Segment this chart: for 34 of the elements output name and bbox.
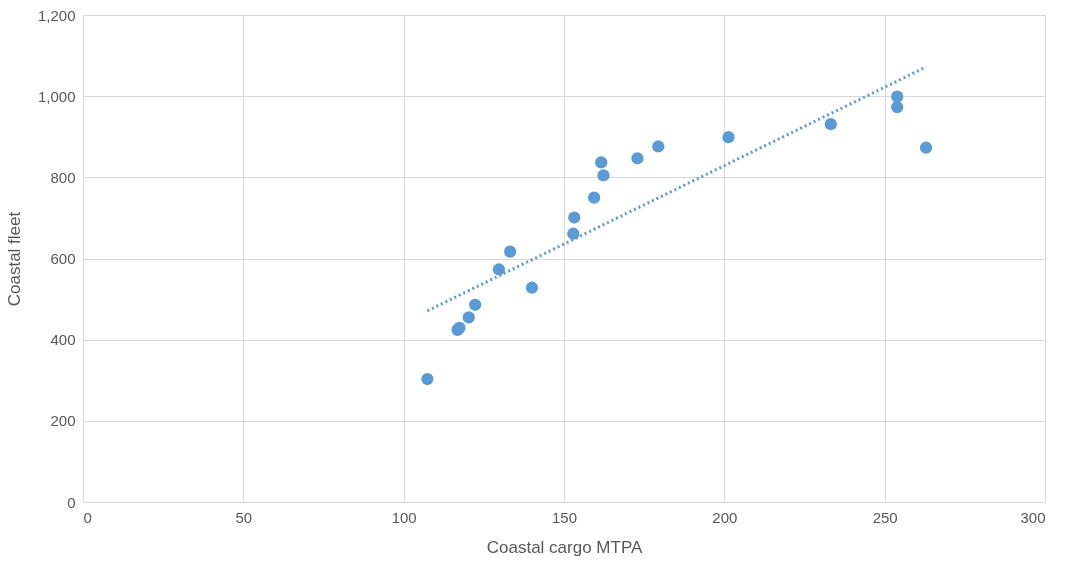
x-tick-label: 300: [1020, 508, 1046, 526]
y-tick-label: 1,200: [37, 6, 76, 24]
point: [722, 131, 735, 144]
point: [567, 227, 580, 240]
y-tick-label: 400: [50, 331, 76, 349]
x-tick-label: 100: [391, 508, 417, 526]
x-tick-label: 50: [235, 508, 253, 526]
point: [597, 169, 610, 182]
point: [568, 211, 581, 224]
x-tick-label: 200: [712, 508, 738, 526]
x-tick-label: 150: [551, 508, 578, 526]
point: [891, 90, 904, 103]
y-axis-title: Coastal fleet: [4, 211, 24, 307]
point: [525, 281, 539, 294]
y-tick-label: 0: [67, 493, 76, 511]
x-tick-label: 250: [872, 508, 898, 526]
point: [588, 191, 601, 204]
point: [919, 141, 933, 154]
y-tick-label: 800: [50, 168, 76, 186]
point: [462, 311, 475, 324]
point: [421, 372, 434, 386]
point: [469, 298, 482, 311]
point: [652, 140, 665, 153]
x-axis-title: Coastal cargo MTPA: [486, 537, 643, 557]
point: [504, 245, 517, 258]
point: [891, 101, 904, 114]
point: [824, 118, 837, 131]
x-tick-label: 0: [83, 508, 92, 526]
y-tick-label: 200: [50, 412, 76, 430]
y-tick-label: 1,000: [37, 87, 76, 105]
y-tick-label: 600: [50, 250, 76, 267]
point: [631, 152, 644, 165]
point: [492, 263, 506, 276]
point: [595, 156, 608, 169]
